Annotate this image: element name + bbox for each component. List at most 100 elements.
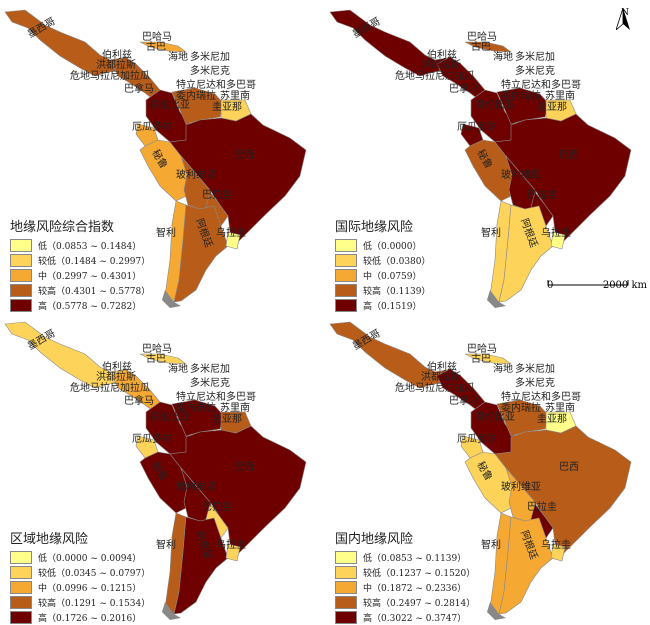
- legend-item: 较高（0.2497 ~ 0.2814）: [335, 595, 475, 610]
- country-label-belize: 伯利兹: [102, 360, 132, 373]
- country-label-ecuador: 厄瓜多尔: [132, 120, 172, 133]
- legend-label: 中（0.1872 ~ 0.2336）: [363, 584, 467, 594]
- country-label-guyana: 圭亚那: [537, 100, 567, 113]
- country-argentina: [498, 204, 554, 303]
- country-label-guyana: 圭亚那: [212, 100, 242, 113]
- country-label-honduras: 洪都拉斯: [421, 58, 461, 71]
- legend-label: 低（0.0853 ~ 0.1139）: [363, 554, 467, 564]
- country-label-colombia: 哥伦比亚: [150, 98, 190, 111]
- legend-swatch: [335, 239, 357, 252]
- legend-label: 较高（0.1139）: [363, 287, 431, 297]
- country-label-cuba: 古巴: [471, 40, 491, 53]
- country-cuba: [464, 41, 512, 53]
- country-label-ecuador: 厄瓜多尔: [457, 120, 497, 133]
- country-label-guyana: 圭亚那: [212, 412, 242, 425]
- country-label-brazil: 巴西: [559, 461, 579, 473]
- country-label-haiti: 海地: [168, 362, 188, 375]
- legend-item: 较高（0.4301 ~ 0.5778）: [10, 283, 150, 298]
- legend-item: 较低（0.1237 ~ 0.1520）: [335, 565, 475, 580]
- country-venezuela: [496, 87, 550, 125]
- legend-swatch: [335, 299, 357, 312]
- country-label-paraguay: 巴拉圭: [202, 188, 232, 201]
- legend-title: 国内地缘风险: [335, 532, 414, 547]
- legend-item: 较低（0.0380）: [335, 253, 431, 268]
- north-arrow-icon: N: [616, 8, 634, 30]
- country-argentina: [173, 516, 229, 615]
- country-uruguay: [225, 231, 241, 250]
- legend-label: 高（0.1726 ~ 0.2016）: [38, 614, 142, 624]
- legend-label: 较高（0.2497 ~ 0.2814）: [363, 599, 476, 609]
- country-label-honduras: 洪都拉斯: [96, 370, 136, 383]
- country-label-cuba: 古巴: [146, 40, 166, 53]
- legend-label: 低（0.0000）: [363, 242, 422, 252]
- country-label-venezuela: 委内瑞拉: [501, 401, 541, 414]
- country-label-ecuador: 厄瓜多尔: [132, 432, 172, 445]
- legend-label: 中（0.2997 ~ 0.4301）: [38, 272, 142, 282]
- country-venezuela: [171, 399, 225, 437]
- legend-label: 高（0.5778 ~ 0.7282）: [38, 302, 142, 312]
- legend: 国际地缘风险 低（0.0000） 较低（0.0380） 中（0.0759） 较高（0.1…: [335, 216, 431, 313]
- legend-label: 低（0.0000 ~ 0.0094）: [38, 554, 142, 564]
- country-label-haiti: 海地: [168, 50, 188, 63]
- country-label-venezuela: 委内瑞拉: [176, 401, 216, 414]
- legend-item: 较低（0.0345 ~ 0.0797）: [10, 565, 150, 580]
- legend-label: 较低（0.1484 ~ 0.2997）: [38, 257, 151, 267]
- country-label-guatemala_nicaragua: 危地马拉尼加拉瓜: [395, 69, 475, 82]
- country-label-belize: 伯利兹: [102, 48, 132, 61]
- legend-item: 低（0.0853 ~ 0.1139）: [335, 550, 475, 565]
- legend-swatch: [335, 551, 357, 564]
- country-cuba: [139, 41, 187, 53]
- legend-item: 中（0.0759）: [335, 268, 431, 283]
- legend-label: 较高（0.4301 ~ 0.5778）: [38, 287, 151, 297]
- patagonia-islands: [487, 290, 506, 308]
- country-label-suriname: 苏里南: [220, 89, 250, 102]
- patagonia-islands: [487, 602, 506, 620]
- legend-item: 较高（0.1291 ~ 0.1534）: [10, 595, 150, 610]
- legend-swatch: [10, 551, 32, 564]
- country-label-trinidad: 特立尼达和多巴哥: [176, 390, 256, 403]
- legend-item: 低（0.0000）: [335, 238, 431, 253]
- legend-label: 较低（0.0380）: [363, 257, 431, 267]
- legend-label: 中（0.0759）: [363, 272, 422, 282]
- country-label-dominican: 多米尼加: [190, 362, 230, 375]
- country-label-dominica: 多米尼克: [515, 376, 555, 389]
- country-label-honduras: 洪都拉斯: [421, 370, 461, 383]
- country-label-bolivia: 玻利维亚: [176, 480, 216, 493]
- country-label-trinidad: 特立尼达和多巴哥: [501, 390, 581, 403]
- country-label-suriname: 苏里南: [545, 401, 575, 414]
- country-label-bahamas: 巴哈马: [467, 342, 497, 355]
- scale-bar: 0 2000 km: [547, 280, 647, 291]
- country-label-uruguay: 乌拉圭: [216, 226, 246, 239]
- country-label-dominican: 多米尼加: [190, 50, 230, 63]
- legend-item: 较高（0.1139）: [335, 283, 431, 298]
- country-label-guatemala_nicaragua: 危地马拉尼加拉瓜: [395, 381, 475, 394]
- country-label-paraguay: 巴拉圭: [202, 500, 232, 513]
- country-uruguay: [550, 231, 566, 250]
- country-cuba: [464, 353, 512, 365]
- legend-item: 中（0.2997 ~ 0.4301）: [10, 268, 150, 283]
- country-label-cuba: 古巴: [146, 352, 166, 365]
- country-label-suriname: 苏里南: [220, 401, 250, 414]
- country-label-chile: 智利: [481, 226, 501, 239]
- country-label-belize: 伯利兹: [427, 48, 457, 61]
- legend-swatch: [335, 284, 357, 297]
- legend-item: 低（0.0853 ~ 0.1484）: [10, 238, 150, 253]
- country-label-uruguay: 乌拉圭: [216, 538, 246, 551]
- country-label-dominica: 多米尼克: [190, 64, 230, 77]
- country-label-colombia: 哥伦比亚: [150, 410, 190, 423]
- country-label-suriname: 苏里南: [545, 89, 575, 102]
- country-label-bolivia: 玻利维亚: [176, 168, 216, 181]
- country-label-dominica: 多米尼克: [190, 376, 230, 389]
- legend-item: 较低（0.1484 ~ 0.2997）: [10, 253, 150, 268]
- legend-label: 中（0.0996 ~ 0.1215）: [38, 584, 142, 594]
- map-panel-4: 墨西哥 巴哈马 古巴 伯利兹 洪都拉斯 危地马拉尼加拉瓜 海地 多米尼加 多米尼克 巴拿马 特立尼达…: [325, 312, 650, 624]
- legend-label: 高（0.3022 ~ 0.3747）: [363, 614, 467, 624]
- legend-swatch: [10, 254, 32, 267]
- country-cuba: [139, 353, 187, 365]
- country-label-panama: 巴拿马: [449, 82, 479, 95]
- country-label-bahamas: 巴哈马: [142, 30, 172, 43]
- legend-label: 较高（0.1291 ~ 0.1534）: [38, 599, 151, 609]
- legend-swatch: [10, 239, 32, 252]
- country-label-panama: 巴拿马: [124, 82, 154, 95]
